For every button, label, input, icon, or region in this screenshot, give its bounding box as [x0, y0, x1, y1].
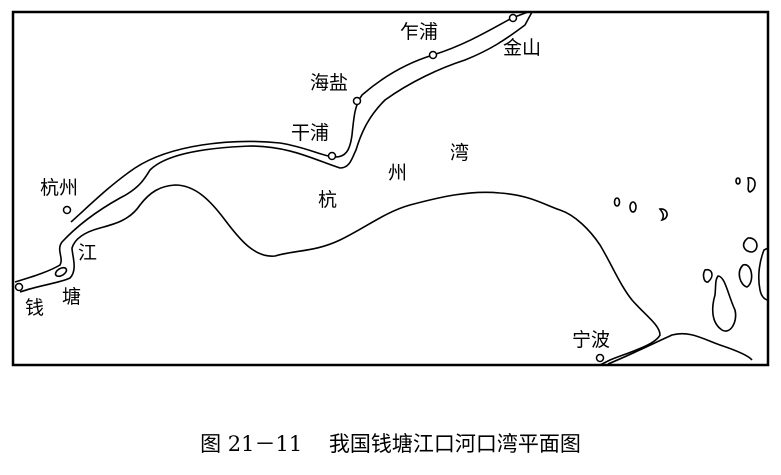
- island: [613, 197, 621, 207]
- island: [711, 275, 737, 332]
- island: [735, 177, 741, 185]
- label-haiyan: 海盐: [310, 72, 349, 94]
- city-marker-ganpu: [327, 151, 337, 161]
- island: [702, 268, 713, 283]
- north-bank-upper: [70, 11, 529, 223]
- island: [742, 237, 758, 253]
- city-marker-qiantang: [14, 282, 24, 292]
- label-river-jiang: 江: [78, 242, 98, 264]
- island: [738, 264, 753, 288]
- map-frame: [11, 10, 770, 367]
- ningbo-coast: [607, 332, 753, 365]
- city-marker-jinshan: [508, 13, 518, 23]
- label-river-tang: 塘: [62, 286, 82, 308]
- label-zhapu: 乍浦: [400, 21, 439, 43]
- figure-number: 图 21－11: [200, 432, 303, 456]
- label-bay-wan: 湾: [450, 142, 470, 164]
- north-bank-lower: [14, 11, 533, 283]
- city-marker-ningbo: [595, 353, 605, 363]
- label-river-qian: 钱: [25, 297, 45, 319]
- label-hangzhou: 杭州: [40, 177, 79, 199]
- river-island: [54, 266, 68, 278]
- label-bay-zhou: 州: [388, 162, 408, 184]
- south-coastline: [19, 184, 661, 366]
- island: [629, 201, 637, 213]
- figure-caption: 图 21－11 我国钱塘江口河口湾平面图: [0, 428, 781, 458]
- figure-title: 我国钱塘江口河口湾平面图: [328, 432, 581, 456]
- island: [747, 177, 756, 193]
- label-ningbo: 宁波: [572, 329, 611, 351]
- label-jinshan: 金山: [503, 37, 542, 59]
- label-bay-hang: 杭: [318, 189, 338, 211]
- label-ganpu: 干浦: [291, 122, 330, 144]
- island: [757, 246, 769, 301]
- city-marker-zhapu: [428, 50, 438, 60]
- city-marker-haiyan: [352, 96, 362, 106]
- island: [658, 208, 668, 222]
- city-marker-hangzhou: [62, 205, 72, 215]
